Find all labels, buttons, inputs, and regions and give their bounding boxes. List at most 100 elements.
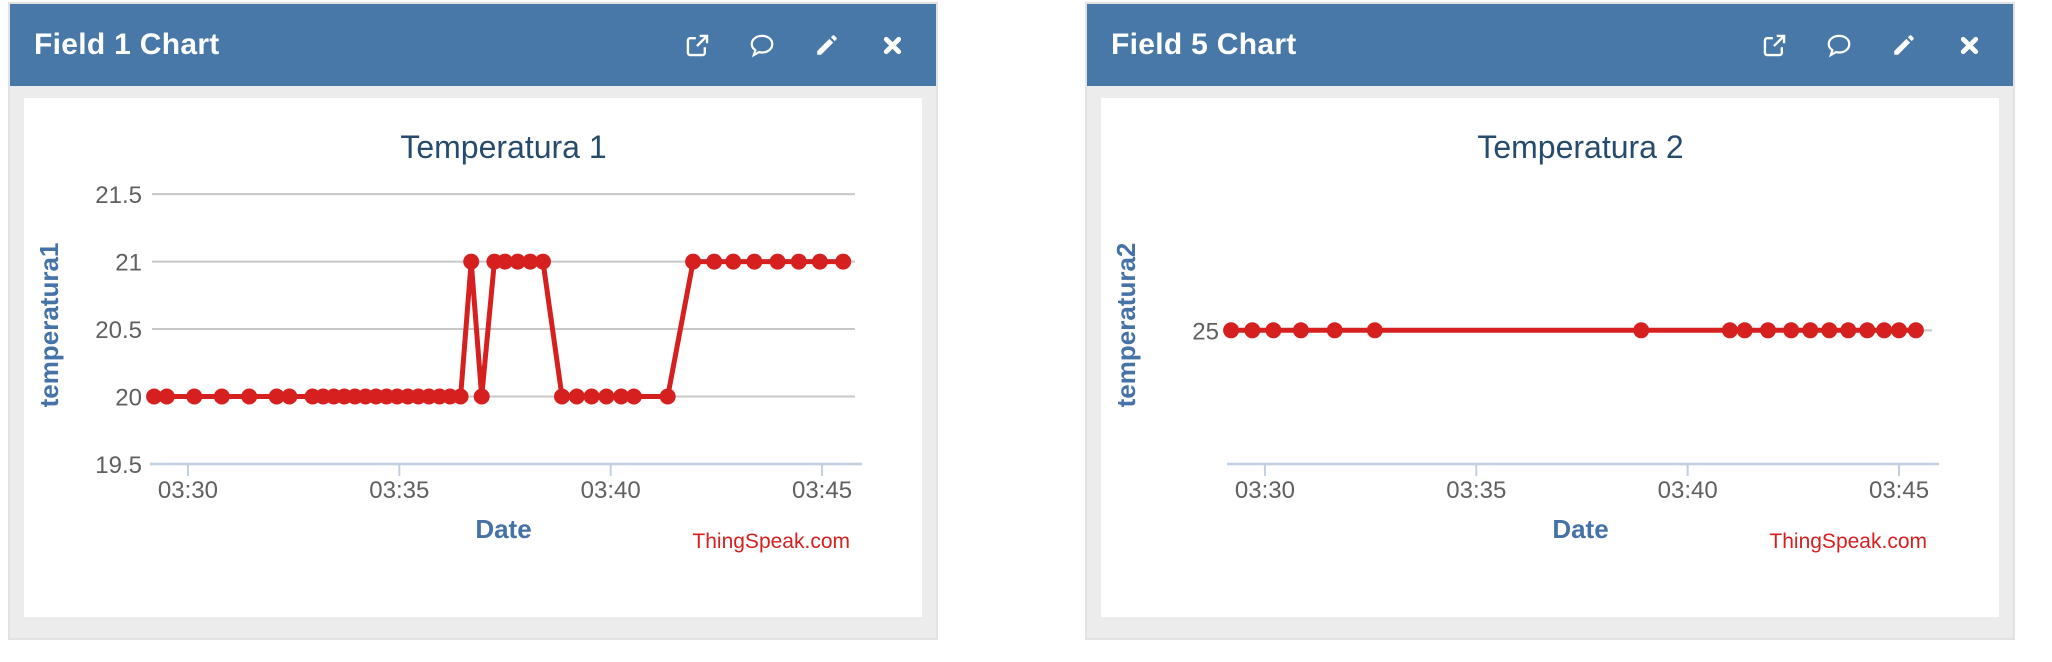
data-point[interactable] (706, 253, 723, 270)
data-point[interactable] (625, 388, 642, 405)
panel-title: Field 1 Chart (34, 28, 220, 61)
y-tick-label: 25 (1192, 318, 1219, 345)
x-axis-title: Date (1552, 514, 1608, 544)
edit-button[interactable] (1890, 31, 1918, 59)
data-point[interactable] (1736, 322, 1753, 339)
data-point[interactable] (1366, 322, 1383, 339)
data-point[interactable] (746, 253, 763, 270)
data-point[interactable] (725, 253, 742, 270)
comment-icon (750, 34, 774, 58)
y-tick-label: 20 (115, 385, 142, 412)
data-point[interactable] (268, 388, 285, 405)
close-icon (883, 36, 901, 54)
panel-title: Field 5 Chart (1111, 28, 1297, 61)
data-point[interactable] (463, 253, 480, 270)
x-axis-title: Date (475, 514, 531, 544)
data-point[interactable] (522, 253, 539, 270)
edit-button[interactable] (813, 31, 841, 59)
data-point[interactable] (158, 388, 175, 405)
data-point[interactable] (1840, 322, 1857, 339)
data-point[interactable] (535, 253, 551, 270)
data-point[interactable] (509, 253, 526, 270)
data-point[interactable] (186, 388, 203, 405)
panel-header: Field 5 Chart (1087, 4, 2013, 86)
temperatura-2-chart: Temperatura 2 25 03:30 03:35 03:40 03:45 Date t… (1111, 129, 1939, 553)
data-point[interactable] (1876, 322, 1893, 339)
y-axis-title: temperatura2 (1111, 243, 1141, 408)
data-point[interactable] (811, 253, 828, 270)
data-point[interactable] (1633, 322, 1650, 339)
chart-area: Temperatura 2 25 03:30 03:35 03:40 03:45 Date t… (1101, 98, 1999, 617)
close-button[interactable] (1955, 31, 1983, 59)
data-point[interactable] (241, 388, 258, 405)
y-tick-label: 21 (115, 250, 142, 277)
field-1-chart-panel: Field 1 Chart (8, 2, 938, 640)
data-point[interactable] (583, 388, 600, 405)
x-tick-label: 03:45 (792, 477, 852, 504)
close-button[interactable] (878, 31, 906, 59)
y-axis-title: temperatura1 (34, 243, 64, 408)
external-link-button[interactable] (1760, 31, 1788, 59)
credits-link[interactable]: ThingSpeak.com (1769, 530, 1927, 553)
data-point[interactable] (598, 388, 615, 405)
data-point[interactable] (1802, 322, 1819, 339)
data-point[interactable] (835, 253, 852, 270)
data-point[interactable] (1721, 322, 1738, 339)
field-5-chart-panel: Field 5 Chart (1085, 2, 2015, 640)
panel-body: Temperatura 2 25 03:30 03:35 03:40 03:45 Date t… (1087, 86, 2013, 638)
y-tick-label: 19.5 (95, 452, 142, 479)
dashboard: Field 1 Chart (8, 2, 2015, 640)
close-icon (1960, 36, 1978, 54)
pencil-icon (817, 35, 837, 55)
x-tick-label: 03:35 (1446, 477, 1506, 504)
data-point[interactable] (146, 388, 163, 405)
data-point[interactable] (1326, 322, 1343, 339)
data-point[interactable] (1292, 322, 1309, 339)
panel-header: Field 1 Chart (10, 4, 936, 86)
x-tick-label: 03:40 (581, 477, 641, 504)
data-point[interactable] (1244, 322, 1261, 339)
data-point[interactable] (568, 388, 585, 405)
data-point[interactable] (1891, 322, 1907, 339)
data-point[interactable] (769, 253, 786, 270)
data-point[interactable] (1760, 322, 1776, 339)
panel-body: Temperatura 1 19.5 20 20.5 21 21.5 03:30 03:35 0… (10, 86, 936, 638)
temperatura-1-chart: Temperatura 1 19.5 20 20.5 21 21.5 03:30 03:35 0… (34, 129, 862, 553)
pencil-icon (1894, 35, 1914, 55)
x-tick-label: 03:40 (1658, 477, 1718, 504)
chart-title: Temperatura 2 (1477, 129, 1683, 165)
data-point[interactable] (473, 388, 490, 405)
x-tick-label: 03:35 (369, 477, 429, 504)
credits-link[interactable]: ThingSpeak.com (692, 530, 850, 553)
data-point[interactable] (1907, 322, 1924, 339)
comment-button[interactable] (1825, 31, 1853, 59)
data-point[interactable] (281, 388, 298, 405)
chart-title: Temperatura 1 (400, 129, 606, 165)
comment-button[interactable] (748, 31, 776, 59)
data-point[interactable] (1821, 322, 1838, 339)
data-point[interactable] (497, 253, 513, 270)
data-point[interactable] (1783, 322, 1800, 339)
data-point[interactable] (452, 388, 469, 405)
chart-area: Temperatura 1 19.5 20 20.5 21 21.5 03:30 03:35 0… (24, 98, 922, 617)
header-icons (1760, 31, 1983, 59)
data-point[interactable] (213, 388, 230, 405)
external-link-button[interactable] (683, 31, 711, 59)
data-point[interactable] (613, 388, 630, 405)
data-point[interactable] (554, 388, 570, 405)
data-point[interactable] (1265, 322, 1282, 339)
data-point[interactable] (1223, 322, 1240, 339)
data-point[interactable] (685, 253, 702, 270)
header-icons (683, 31, 906, 59)
x-tick-label: 03:30 (158, 477, 218, 504)
data-point[interactable] (1859, 322, 1876, 339)
data-point[interactable] (659, 388, 676, 405)
comment-icon (1827, 34, 1851, 58)
y-tick-label: 21.5 (95, 182, 142, 209)
external-link-icon (686, 34, 708, 56)
x-tick-label: 03:30 (1235, 477, 1295, 504)
external-link-icon (1763, 34, 1785, 56)
y-tick-label: 20.5 (95, 317, 142, 344)
x-tick-label: 03:45 (1869, 477, 1929, 504)
data-point[interactable] (790, 253, 807, 270)
